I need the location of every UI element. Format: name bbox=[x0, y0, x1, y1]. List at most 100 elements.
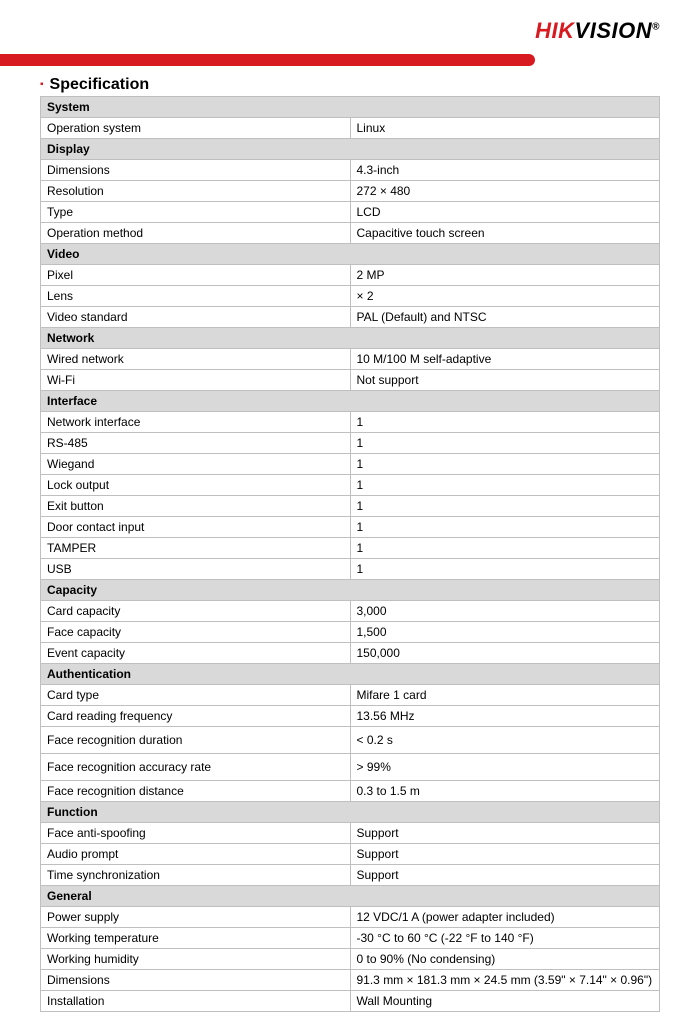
section-title: Specification bbox=[40, 76, 660, 94]
row-value: < 0.2 s bbox=[350, 727, 660, 754]
row-label: Dimensions bbox=[41, 970, 351, 991]
table-row: Working temperature-30 °C to 60 °C (-22 … bbox=[41, 928, 660, 949]
category-row: Network bbox=[41, 328, 660, 349]
row-value: 3,000 bbox=[350, 601, 660, 622]
row-value: Support bbox=[350, 865, 660, 886]
table-row: Face capacity1,500 bbox=[41, 622, 660, 643]
row-label: Resolution bbox=[41, 181, 351, 202]
row-value: 1 bbox=[350, 496, 660, 517]
row-label: Face capacity bbox=[41, 622, 351, 643]
table-row: RS-4851 bbox=[41, 433, 660, 454]
row-value: Mifare 1 card bbox=[350, 685, 660, 706]
table-row: Card reading frequency13.56 MHz bbox=[41, 706, 660, 727]
row-value: 1 bbox=[350, 475, 660, 496]
row-label: Wi-Fi bbox=[41, 370, 351, 391]
category-row: General bbox=[41, 886, 660, 907]
row-value: Support bbox=[350, 844, 660, 865]
row-label: Lens bbox=[41, 286, 351, 307]
row-label: Wired network bbox=[41, 349, 351, 370]
category-label: Capacity bbox=[41, 580, 660, 601]
row-value: 91.3 mm × 181.3 mm × 24.5 mm (3.59" × 7.… bbox=[350, 970, 660, 991]
table-row: Lens× 2 bbox=[41, 286, 660, 307]
row-label: Face recognition duration bbox=[41, 727, 351, 754]
row-value: 1 bbox=[350, 454, 660, 475]
category-label: System bbox=[41, 97, 660, 118]
row-value: 13.56 MHz bbox=[350, 706, 660, 727]
row-label: Power supply bbox=[41, 907, 351, 928]
row-label: Face recognition accuracy rate bbox=[41, 754, 351, 781]
row-label: Exit button bbox=[41, 496, 351, 517]
row-label: Type bbox=[41, 202, 351, 223]
row-label: Pixel bbox=[41, 265, 351, 286]
row-label: Card type bbox=[41, 685, 351, 706]
table-row: Time synchronizationSupport bbox=[41, 865, 660, 886]
table-row: Operation systemLinux bbox=[41, 118, 660, 139]
row-label: Door contact input bbox=[41, 517, 351, 538]
row-label: Video standard bbox=[41, 307, 351, 328]
page-header: HIKVISION® bbox=[0, 0, 690, 54]
category-row: System bbox=[41, 97, 660, 118]
table-row: Dimensions91.3 mm × 181.3 mm × 24.5 mm (… bbox=[41, 970, 660, 991]
table-row: Face recognition distance0.3 to 1.5 m bbox=[41, 781, 660, 802]
table-row: Face recognition accuracy rate > 99% bbox=[41, 754, 660, 781]
row-label: Lock output bbox=[41, 475, 351, 496]
row-value: Wall Mounting bbox=[350, 991, 660, 1012]
row-value: 150,000 bbox=[350, 643, 660, 664]
category-label: General bbox=[41, 886, 660, 907]
row-value: 0 to 90% (No condensing) bbox=[350, 949, 660, 970]
row-value: 1 bbox=[350, 559, 660, 580]
row-label: Operation method bbox=[41, 223, 351, 244]
row-value: 2 MP bbox=[350, 265, 660, 286]
category-label: Interface bbox=[41, 391, 660, 412]
content-area: Specification SystemOperation systemLinu… bbox=[0, 76, 690, 1032]
table-row: Face anti-spoofingSupport bbox=[41, 823, 660, 844]
category-label: Display bbox=[41, 139, 660, 160]
table-row: Door contact input1 bbox=[41, 517, 660, 538]
table-row: Pixel2 MP bbox=[41, 265, 660, 286]
category-row: Capacity bbox=[41, 580, 660, 601]
row-label: Operation system bbox=[41, 118, 351, 139]
table-row: Operation methodCapacitive touch screen bbox=[41, 223, 660, 244]
row-label: Working humidity bbox=[41, 949, 351, 970]
row-value: 1 bbox=[350, 433, 660, 454]
table-row: USB1 bbox=[41, 559, 660, 580]
row-label: Face anti-spoofing bbox=[41, 823, 351, 844]
row-label: Network interface bbox=[41, 412, 351, 433]
row-value: 272 × 480 bbox=[350, 181, 660, 202]
row-label: Wiegand bbox=[41, 454, 351, 475]
row-value: Capacitive touch screen bbox=[350, 223, 660, 244]
row-value: Support bbox=[350, 823, 660, 844]
row-label: Event capacity bbox=[41, 643, 351, 664]
table-row: Video standardPAL (Default) and NTSC bbox=[41, 307, 660, 328]
row-value: 10 M/100 M self-adaptive bbox=[350, 349, 660, 370]
table-row: Power supply12 VDC/1 A (power adapter in… bbox=[41, 907, 660, 928]
category-row: Display bbox=[41, 139, 660, 160]
category-label: Video bbox=[41, 244, 660, 265]
table-row: Card typeMifare 1 card bbox=[41, 685, 660, 706]
row-value: 1 bbox=[350, 538, 660, 559]
table-row: TAMPER1 bbox=[41, 538, 660, 559]
row-value: 12 VDC/1 A (power adapter included) bbox=[350, 907, 660, 928]
row-value: Not support bbox=[350, 370, 660, 391]
table-row: Network interface1 bbox=[41, 412, 660, 433]
accent-bar bbox=[0, 54, 535, 66]
row-label: Installation bbox=[41, 991, 351, 1012]
table-row: Working humidity0 to 90% (No condensing) bbox=[41, 949, 660, 970]
logo-part2: VISION bbox=[575, 18, 653, 43]
table-row: Wired network10 M/100 M self-adaptive bbox=[41, 349, 660, 370]
row-label: RS-485 bbox=[41, 433, 351, 454]
row-label: Card capacity bbox=[41, 601, 351, 622]
category-row: Interface bbox=[41, 391, 660, 412]
row-label: TAMPER bbox=[41, 538, 351, 559]
category-row: Function bbox=[41, 802, 660, 823]
category-label: Authentication bbox=[41, 664, 660, 685]
row-label: USB bbox=[41, 559, 351, 580]
category-label: Function bbox=[41, 802, 660, 823]
row-label: Working temperature bbox=[41, 928, 351, 949]
accent-bar-wrap bbox=[0, 54, 690, 68]
spec-table-body: SystemOperation systemLinuxDisplay Dimens… bbox=[41, 97, 660, 1012]
category-row: Authentication bbox=[41, 664, 660, 685]
table-row: Audio promptSupport bbox=[41, 844, 660, 865]
row-value: 1 bbox=[350, 517, 660, 538]
row-label: Audio prompt bbox=[41, 844, 351, 865]
